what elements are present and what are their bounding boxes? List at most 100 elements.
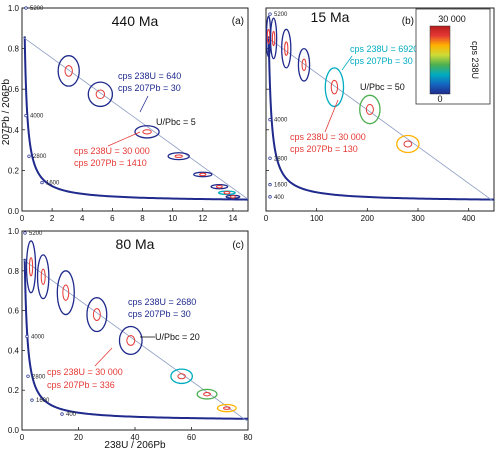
panel-a-xtick-label: 2 bbox=[50, 214, 55, 223]
panel-b-annot-u-red: cps 238U = 30 000 bbox=[290, 132, 366, 142]
y-axis-label: 207Pb / 206Pb bbox=[1, 78, 12, 145]
panel-c-inner-ellipse bbox=[28, 257, 34, 277]
panel-b-inner-ellipse bbox=[271, 30, 276, 47]
panel-b-xtick-label: 400 bbox=[462, 214, 476, 223]
panel-a-frame bbox=[21, 7, 249, 212]
panel-a-inner-ellipse bbox=[95, 89, 106, 100]
panel-a-inner-ellipse bbox=[142, 129, 152, 135]
panel-c-age-marker bbox=[25, 334, 29, 339]
panel-a-age-marker bbox=[27, 154, 31, 158]
panel-c-annot-u: cps 238U = 2680 bbox=[128, 297, 196, 307]
panel-a-ytick-label: 0.2 bbox=[8, 166, 20, 175]
panel-a-xtick-label: 12 bbox=[198, 214, 207, 223]
panel-b-age-marker bbox=[268, 118, 272, 122]
colorbar: 30 000 0 cps 238U bbox=[415, 8, 491, 105]
panel-b-error-ellipse bbox=[297, 47, 311, 82]
panel-c-error-ellipse bbox=[86, 297, 108, 333]
panel-c-error-ellipse bbox=[56, 270, 75, 316]
colorbar-max-label: 30 000 bbox=[438, 14, 466, 24]
panel-b-age-label: 400 bbox=[274, 195, 285, 201]
panel-a-age-label: 5200 bbox=[30, 6, 44, 12]
panel-c-age-marker bbox=[23, 231, 27, 235]
panel-a-age-label: 2800 bbox=[33, 154, 47, 160]
panel-b-error-ellipse bbox=[281, 28, 292, 69]
panel-b-xtick-label: 100 bbox=[310, 214, 324, 223]
panel-c-inner-ellipse bbox=[126, 335, 136, 346]
panel-b-age-label: 2800 bbox=[274, 156, 288, 162]
panel-c-frame bbox=[21, 230, 249, 431]
panel-b-inner-ellipse bbox=[330, 79, 339, 95]
panel-b-age-label: 4000 bbox=[274, 118, 288, 124]
panel-a-leader-blue bbox=[139, 95, 149, 113]
panel-c-inner-ellipse bbox=[40, 268, 46, 285]
panel-a-age-label: 4000 bbox=[30, 114, 44, 120]
panel-c-ytick-label: 0.4 bbox=[8, 346, 20, 355]
panel-c-ytick-label: 1.0 bbox=[8, 227, 20, 236]
panel-c-xtick-label: 40 bbox=[131, 433, 140, 442]
x-axis-label: 238U / 206Pb bbox=[104, 440, 166, 451]
panel-b-annot-pb-red: cps 207Pb = 130 bbox=[290, 144, 358, 154]
panel-a-ytick-label: 0.4 bbox=[8, 126, 20, 135]
colorbar-gradient bbox=[429, 25, 451, 95]
panel-a-inner-ellipse bbox=[230, 195, 236, 199]
panel-b-inner-ellipse bbox=[403, 140, 413, 148]
panel-c-title: 80 Ma bbox=[116, 236, 155, 252]
panel-c-xtick-label: 20 bbox=[74, 433, 83, 442]
panel-b-xtick-label: 300 bbox=[411, 214, 425, 223]
panel-b-leader-cyan bbox=[341, 55, 353, 71]
panel-b-annot-u: cps 238U = 6920 bbox=[350, 44, 418, 54]
colorbar-min-label: 0 bbox=[437, 94, 442, 104]
panel-c-inner-ellipse bbox=[223, 406, 231, 410]
panel-b-error-ellipse bbox=[396, 134, 420, 154]
panel-a-annot-pb: cps 207Pb = 30 bbox=[118, 83, 181, 93]
panel-c-age-label: 400 bbox=[66, 412, 77, 418]
panel-c-error-ellipse bbox=[196, 388, 218, 400]
panel-c-inner-ellipse bbox=[177, 373, 186, 380]
panel-c-xtick-label: 60 bbox=[187, 433, 196, 442]
panel-c-age-marker bbox=[60, 412, 64, 416]
panel-c-inner-ellipse bbox=[203, 392, 211, 397]
panel-a-inner-ellipse bbox=[64, 65, 73, 77]
panel-b-title: 15 Ma bbox=[311, 9, 350, 25]
panel-c-inner-ellipse bbox=[62, 284, 70, 301]
panel-b-age-marker bbox=[268, 156, 272, 160]
panel-c-mix-label: U/Pbc = 20 bbox=[155, 332, 200, 342]
panel-c-age-label: 2800 bbox=[32, 374, 46, 380]
panel-c-ytick-label: 0.8 bbox=[8, 267, 20, 276]
colorbar-box bbox=[415, 8, 491, 105]
panel-a-xtick-label: 0 bbox=[20, 214, 25, 223]
panel-a-error-ellipse bbox=[193, 171, 213, 178]
panel-b-age-label: 5200 bbox=[274, 12, 288, 18]
panel-b-xtick-label: 0 bbox=[264, 214, 269, 223]
panel-a-title: 440 Ma bbox=[112, 13, 159, 29]
panel-a-error-ellipse bbox=[210, 183, 229, 190]
panel-a-concordia-curve bbox=[23, 36, 249, 201]
panel-c-age-marker bbox=[26, 374, 30, 378]
panel-b-inner-ellipse bbox=[266, 28, 271, 45]
panel-a-inner-ellipse bbox=[199, 172, 207, 177]
panel-a-inner-ellipse bbox=[174, 154, 183, 158]
panel-c-xtick-label: 80 bbox=[244, 433, 253, 442]
panel-a-ytick-label: 0.8 bbox=[8, 45, 20, 54]
panel-b-xtick-label: 200 bbox=[361, 214, 375, 223]
panel-a-ytick-label: 0.6 bbox=[8, 85, 20, 94]
panel-c-age-label: 1600 bbox=[36, 398, 50, 404]
panel-80ma: 0 20 40 60 80 0.0 0.2 0.4 0.6 0.8 1.0 5200 4000 2800… bbox=[8, 227, 253, 442]
panel-b-annot-pb: cps 207Pb = 30 bbox=[350, 56, 413, 66]
panel-c-ytick-label: 0.0 bbox=[8, 426, 20, 435]
panel-b-error-ellipse bbox=[359, 94, 381, 125]
panel-c-ytick-label: 0.2 bbox=[8, 386, 20, 395]
panel-a-inner-ellipse bbox=[223, 191, 231, 195]
panel-a-error-ellipse bbox=[167, 152, 190, 161]
panel-b-inner-ellipse bbox=[284, 41, 289, 56]
colorbar-title: cps 238U bbox=[470, 41, 480, 79]
panel-c-annot-u-red: cps 238U = 30 000 bbox=[47, 367, 123, 377]
panel-a-age-marker bbox=[24, 113, 28, 118]
panel-c-ytick-label: 0.6 bbox=[8, 307, 20, 316]
panel-b-leader-red bbox=[324, 99, 339, 133]
panel-b-mixing-line bbox=[265, 36, 495, 202]
panel-a-xtick-label: 10 bbox=[168, 214, 177, 223]
panel-c-xtick-label: 0 bbox=[20, 433, 25, 442]
panel-c-concordia-curve bbox=[23, 258, 249, 420]
